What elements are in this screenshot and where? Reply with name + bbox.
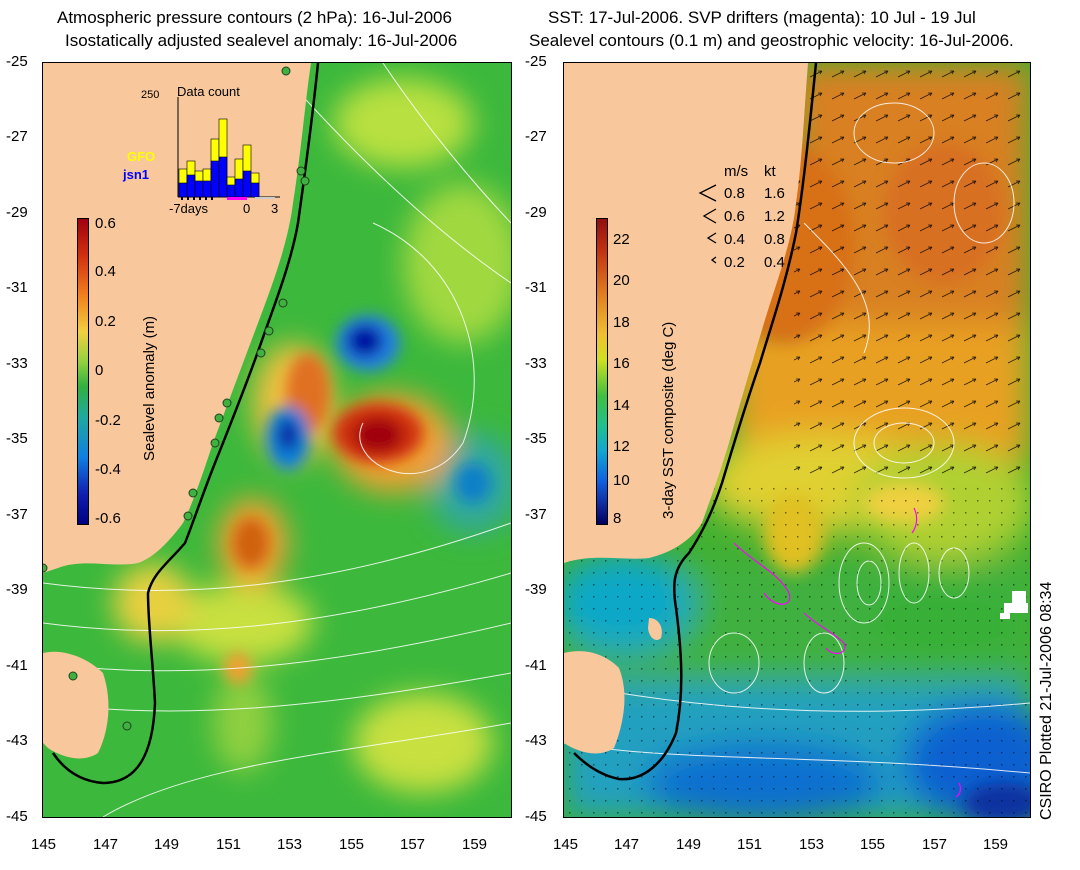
sst-tick-4: 16 xyxy=(613,355,630,372)
right-ytick-6: -35 xyxy=(525,430,547,447)
sst-field xyxy=(564,63,1030,817)
speed-legend-kt-header: kt xyxy=(764,163,776,180)
right-xtick-1: 145 xyxy=(553,836,579,853)
left-xtick-8: 159 xyxy=(462,836,488,853)
right-ytick-4: -31 xyxy=(525,279,547,296)
speed-row-3-kt: 0.8 xyxy=(764,231,785,248)
left-xtick-1: 145 xyxy=(31,836,57,853)
sst-colorbar-label: 3-day SST composite (deg C) xyxy=(660,321,677,519)
sealevel-colorbar-label: Sealevel anomaly (m) xyxy=(141,315,158,461)
right-ytick-8: -39 xyxy=(525,581,547,598)
sst-tick-7: 10 xyxy=(613,472,630,489)
sst-map: 3-day SST composite (deg C) m/s kt 0.8 1… xyxy=(563,62,1031,818)
sealevel-anomaly-field xyxy=(43,63,511,817)
left-xtick-7: 157 xyxy=(400,836,426,853)
left-ytick-8: -39 xyxy=(6,581,28,598)
left-ytick-4: -31 xyxy=(6,279,28,296)
left-ytick-7: -37 xyxy=(6,506,28,523)
right-ytick-7: -37 xyxy=(525,506,547,523)
left-ytick-6: -35 xyxy=(6,430,28,447)
sealevel-tick-6: -0.4 xyxy=(95,461,121,478)
inset-xlabel-zero: 0 xyxy=(243,201,251,216)
inset-ymax-label: 250 xyxy=(141,89,160,101)
speed-row-2-kt: 1.2 xyxy=(764,208,785,225)
right-title-line2: Sealevel contours (0.1 m) and geostrophi… xyxy=(529,31,1014,50)
right-ytick-5: -33 xyxy=(525,355,547,372)
sealevel-tick-1: 0.6 xyxy=(95,215,116,232)
speed-row-4-ms: 0.2 xyxy=(724,254,745,271)
sealevel-tick-2: 0.4 xyxy=(95,263,116,280)
legend-gfo: GFO xyxy=(127,149,156,164)
speed-legend-ms-header: m/s xyxy=(724,163,749,180)
right-xtick-6: 155 xyxy=(860,836,886,853)
sst-colorbar xyxy=(596,218,608,525)
sealevel-anomaly-map: Sealevel anomaly (m) xyxy=(42,62,512,818)
left-xtick-4: 151 xyxy=(216,836,242,853)
left-title-line1: Atmospheric pressure contours (2 hPa): 1… xyxy=(57,8,452,27)
data-count-histogram xyxy=(177,97,280,200)
right-ytick-2: -27 xyxy=(525,128,547,145)
sst-tick-6: 12 xyxy=(613,438,630,455)
speed-row-3-ms: 0.4 xyxy=(724,231,745,248)
plot-credit: CSIRO Plotted 21-Jul-2006 08:34 xyxy=(1038,581,1055,820)
inset-xlabel-start: -7days xyxy=(169,201,209,216)
inset-title: Data count xyxy=(177,84,240,99)
left-xtick-2: 147 xyxy=(93,836,119,853)
right-ytick-3: -29 xyxy=(525,204,547,221)
sealevel-tick-4: 0 xyxy=(95,362,104,379)
speed-legend: m/s kt 0.8 1.6 0.6 1.2 0.4 0.8 0.2 0.4 xyxy=(694,163,824,273)
right-xtick-2: 147 xyxy=(614,836,640,853)
speed-row-1-kt: 1.6 xyxy=(764,185,785,202)
left-xtick-6: 155 xyxy=(339,836,365,853)
sealevel-tick-3: 0.2 xyxy=(95,313,116,330)
right-xtick-5: 153 xyxy=(799,836,825,853)
right-ytick-1: -25 xyxy=(525,53,547,70)
left-ytick-3: -29 xyxy=(6,204,28,221)
sst-tick-2: 20 xyxy=(613,272,630,289)
right-xtick-7: 157 xyxy=(922,836,948,853)
left-ytick-9: -41 xyxy=(6,657,28,674)
right-xtick-8: 159 xyxy=(983,836,1009,853)
sst-tick-1: 22 xyxy=(613,231,630,248)
right-ytick-9: -41 xyxy=(525,657,547,674)
left-ytick-2: -27 xyxy=(6,128,28,145)
left-xtick-3: 149 xyxy=(154,836,180,853)
left-title-line2: Isostatically adjusted sealevel anomaly:… xyxy=(65,31,458,50)
speed-row-1-ms: 0.8 xyxy=(724,185,745,202)
left-ytick-1: -25 xyxy=(6,53,28,70)
sst-tick-5: 14 xyxy=(613,397,630,414)
sealevel-tick-5: -0.2 xyxy=(95,412,121,429)
right-title-line1: SST: 17-Jul-2006. SVP drifters (magenta)… xyxy=(548,8,976,27)
sealevel-colorbar xyxy=(77,218,89,525)
inset-xlabel-end: 3 xyxy=(271,201,279,216)
right-xtick-3: 149 xyxy=(676,836,702,853)
left-ytick-11: -45 xyxy=(6,808,28,825)
left-ytick-10: -43 xyxy=(6,732,28,749)
sst-tick-8: 8 xyxy=(613,510,622,527)
right-ytick-11: -45 xyxy=(525,808,547,825)
right-xtick-4: 151 xyxy=(737,836,763,853)
legend-jsn1: jsn1 xyxy=(123,167,150,182)
speed-legend-arrows xyxy=(698,184,717,264)
speed-row-4-kt: 0.4 xyxy=(764,254,785,271)
right-ytick-10: -43 xyxy=(525,732,547,749)
data-count-inset: 250 Data count -7days 0 3 GFO jsn1 xyxy=(123,84,285,216)
sealevel-tick-7: -0.6 xyxy=(95,510,121,527)
left-ytick-5: -33 xyxy=(6,355,28,372)
speed-row-2-ms: 0.6 xyxy=(724,208,745,225)
left-xtick-5: 153 xyxy=(277,836,303,853)
sst-tick-3: 18 xyxy=(613,314,630,331)
